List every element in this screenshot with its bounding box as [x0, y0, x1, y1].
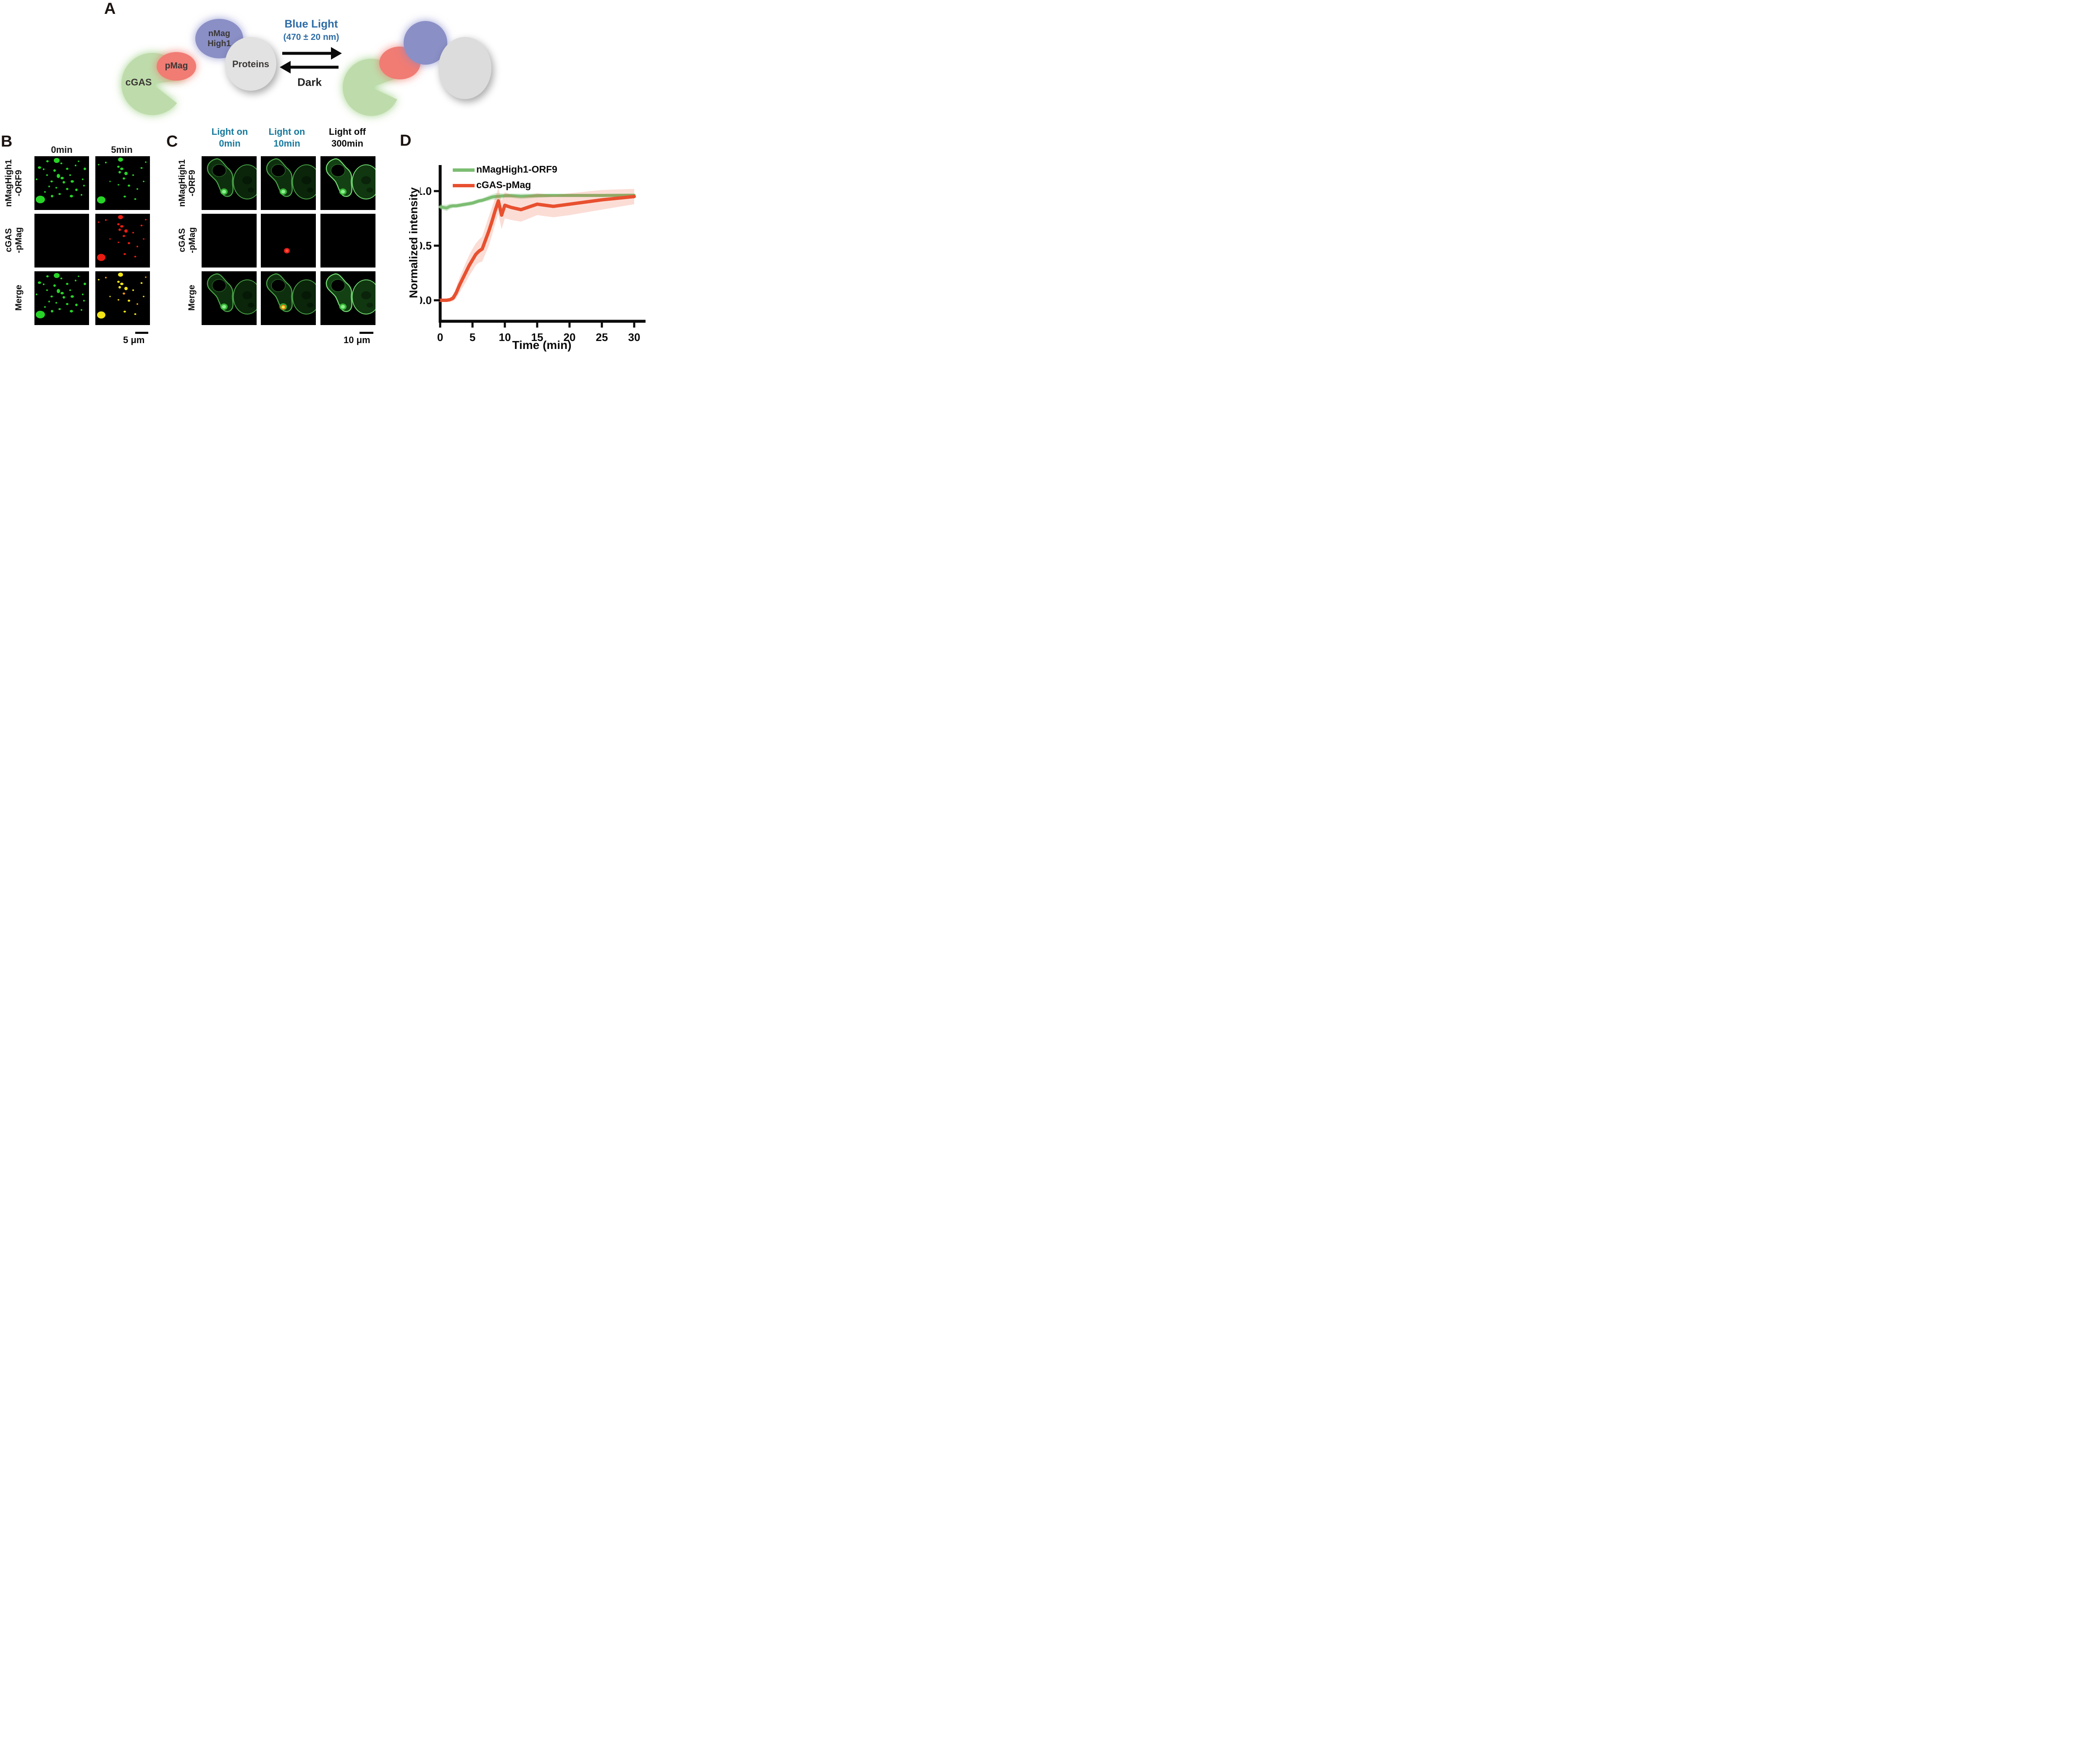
dark-arrow-icon — [280, 61, 339, 73]
legend-label-orf9: nMagHigh1-ORF9 — [476, 164, 557, 175]
panel-c-header-lighton-10min: Light on 10min — [268, 126, 305, 149]
panel-c-header-lightoff-300min: Light off 300min — [329, 126, 366, 149]
micrograph-b-merge-5min — [95, 271, 150, 325]
panel-c-row-label-cgas: cGAS -pMag — [177, 227, 197, 253]
svg-text:0.0: 0.0 — [420, 294, 432, 307]
svg-text:20: 20 — [564, 331, 576, 344]
panel-b-scale-bar — [135, 332, 148, 334]
panel-a-label: A — [104, 0, 116, 18]
legend-label-cgas: cGAS-pMag — [476, 179, 531, 190]
panel-b-row-label-cgas: cGAS -pMag — [3, 227, 24, 253]
blue-light-label: Blue Light — [284, 17, 338, 30]
blue-light-wavelength-label: (470 ± 20 nm) — [283, 32, 339, 42]
micrograph-c-orf9-lighton10 — [261, 156, 316, 210]
dark-label: Dark — [297, 76, 322, 89]
micrograph-b-merge-0min — [34, 271, 89, 325]
panel-d-label: D — [400, 132, 412, 150]
svg-text:5: 5 — [470, 331, 475, 344]
micrograph-b-cgas-5min — [95, 214, 150, 268]
svg-text:0: 0 — [437, 331, 443, 344]
micrograph-c-merge-lighton0 — [202, 271, 257, 325]
micrograph-b-orf9-0min — [34, 156, 89, 210]
legend-swatch-orf9 — [453, 168, 475, 172]
panel-c-row-label-merge: Merge — [186, 285, 197, 311]
x-axis-label: Time (min) — [512, 338, 572, 352]
panel-c-scale-bar — [360, 332, 373, 334]
micrograph-c-cgas-lightoff300 — [320, 214, 375, 268]
y-axis-label: Normalized intensity — [407, 187, 420, 299]
panel-b-row-label-merge: Merge — [13, 285, 24, 311]
svg-text:15: 15 — [531, 331, 543, 344]
intensity-line-chart: 0.0 0.5 1.0 0 5 10 15 20 25 30 — [420, 165, 646, 344]
figure-page: A — [0, 0, 647, 367]
nmag-label: nMag High1 — [207, 29, 231, 48]
svg-text:1.0: 1.0 — [420, 185, 432, 197]
assembled-nmag-shape — [404, 21, 447, 65]
panel-b-row-label-orf9: nMagHigh1 -ORF9 — [3, 159, 24, 207]
panel-c-row-label-orf9: nMagHigh1 -ORF9 — [177, 159, 197, 207]
panel-b-label: B — [1, 133, 13, 150]
micrograph-c-orf9-lighton0 — [202, 156, 257, 210]
cgas-label: cGAS — [125, 76, 152, 88]
pmag-ellipse-shape — [157, 52, 196, 81]
proteins-label: Proteins — [232, 59, 270, 69]
proteins-circle-shape — [225, 37, 276, 91]
panel-a-diagram — [121, 19, 491, 116]
micrograph-c-cgas-lighton0 — [202, 214, 257, 268]
svg-text:10: 10 — [499, 331, 511, 344]
micrograph-c-cgas-lighton10 — [261, 214, 316, 268]
panel-b-header-5min: 5min — [111, 144, 133, 155]
blue-light-arrow-icon — [282, 47, 342, 60]
micrograph-c-merge-lightoff300 — [320, 271, 375, 325]
svg-text:0.5: 0.5 — [420, 239, 432, 252]
assembled-proteins-shape — [438, 37, 491, 99]
panel-c-label: C — [166, 133, 178, 150]
svg-text:30: 30 — [628, 331, 640, 344]
panel-b-header-0min: 0min — [51, 144, 73, 155]
pmag-label: pMag — [165, 61, 188, 71]
svg-text:25: 25 — [596, 331, 608, 344]
panel-b-scale-text: 5 μm — [123, 335, 145, 345]
panel-c-header-lighton-0min: Light on 0min — [211, 126, 248, 149]
micrograph-c-orf9-lightoff300 — [320, 156, 375, 210]
micrograph-b-cgas-0min — [34, 214, 89, 268]
legend-swatch-cgas — [453, 184, 475, 187]
panel-c-scale-text: 10 μm — [344, 335, 370, 345]
micrograph-c-merge-lighton10 — [261, 271, 316, 325]
micrograph-b-orf9-5min — [95, 156, 150, 210]
